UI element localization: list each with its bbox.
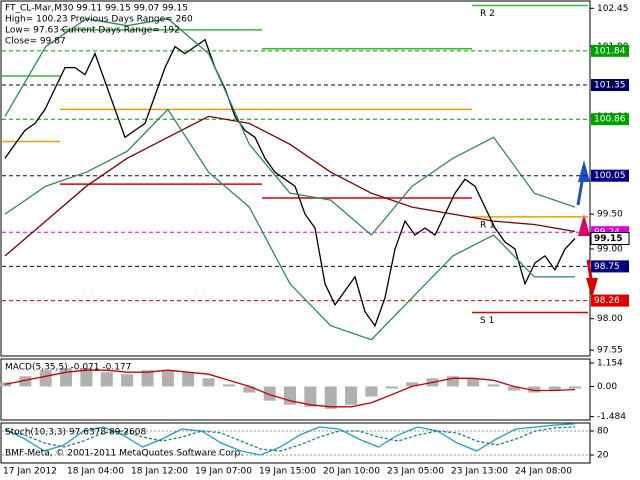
x-tick-label: 18 Jan 12:00: [131, 467, 188, 477]
current-price-tag: [590, 231, 630, 245]
level-label: 100.86: [594, 115, 626, 125]
level-tag: [591, 169, 629, 182]
macd-bar: [406, 382, 419, 387]
y-tick-label: 102.45: [597, 4, 629, 14]
macd-bar: [182, 372, 195, 387]
macd-bar: [304, 386, 317, 407]
level-label: 100.05: [594, 171, 626, 181]
x-tick-label: 23 Jan 05:00: [387, 467, 444, 477]
x-tick-label: 20 Jan 10:00: [323, 467, 380, 477]
macd-bar: [141, 370, 154, 387]
current-price: 99.15: [594, 234, 622, 244]
stoch-panel: [0, 422, 591, 464]
macd-signal: [4, 369, 576, 408]
y-tick-label: 98.00: [597, 314, 623, 324]
level-label: 98.75: [594, 262, 620, 272]
y-tick-label: 99.00: [597, 244, 623, 254]
indicator-line: [4, 108, 575, 341]
macd-bar: [202, 378, 215, 387]
macd-bar: [569, 386, 581, 389]
macd-bar: [100, 372, 113, 387]
y-tick-label: -1.484: [597, 412, 626, 422]
macd-bar: [365, 386, 378, 397]
macd-bar: [222, 384, 235, 387]
y-tick-label: 99.50: [597, 210, 623, 220]
level-label: 101.35: [594, 81, 626, 91]
macd-bar: [263, 386, 276, 401]
x-tick-label: 24 Jan 08:00: [515, 467, 572, 477]
arrow-down: [586, 278, 598, 298]
macd-bar: [324, 386, 337, 409]
panel-title: Stoch(10,3,3) 97.6378 89.2608: [5, 428, 146, 438]
macd-panel: [0, 358, 591, 421]
info-line: High= 100.23 Previous Days Range= 260: [5, 15, 193, 25]
x-tick-label: 19 Jan 15:00: [259, 467, 316, 477]
macd-bar: [507, 386, 520, 391]
macd-bar: [121, 374, 134, 387]
macd-bar: [446, 376, 459, 387]
indicator-line: [4, 18, 576, 236]
macd-bar: [161, 370, 174, 387]
macd-bar: [528, 386, 541, 393]
stoch-main: [4, 423, 576, 456]
info-line: Low= 97.63 Current Days Range= 192: [5, 26, 180, 36]
stoch-signal: [4, 426, 576, 452]
x-tick-label: 19 Jan 07:00: [195, 467, 252, 477]
arrow-down-shaft: [586, 259, 594, 286]
level-tag: [591, 294, 629, 307]
pivot-label: S 1: [480, 316, 494, 326]
x-tick-label: 17 Jan 2012: [3, 467, 57, 477]
x-tick-label: 18 Jan 04:00: [67, 467, 124, 477]
y-tick-label: 80: [597, 427, 609, 437]
macd-bar: [39, 370, 52, 387]
macd-bar: [487, 384, 500, 387]
pivot-label: R 2: [480, 9, 495, 19]
pivot-label: R 1: [480, 220, 495, 230]
x-tick-label: 23 Jan 13:00: [451, 467, 508, 477]
macd-bar: [60, 368, 73, 387]
macd-bar: [345, 386, 358, 405]
info-line: Close= 99.87: [5, 37, 66, 47]
macd-bar: [385, 386, 398, 389]
main-panel: [0, 0, 591, 357]
panel-title: MACD(5,35,5) -0.071 -0.177: [5, 363, 131, 373]
y-tick-label: 1.154: [597, 358, 623, 368]
y-tick-label: 20: [597, 451, 609, 461]
macd-bar: [548, 386, 561, 391]
level-label: 101.84: [594, 46, 626, 56]
level-label: 98.26: [594, 296, 620, 306]
y-tick-label: 0.00: [597, 382, 617, 392]
price-line: [4, 38, 576, 328]
level-tag: [591, 260, 629, 273]
macd-bar: [80, 368, 93, 387]
arrow-mid: [578, 214, 590, 236]
level-tag: [591, 44, 629, 57]
macd-bar: [243, 386, 256, 393]
macd-bar: [467, 378, 480, 387]
level-tag: [591, 113, 629, 126]
info-line: FT_CL-Mar,M30 99.11 99.15 99.07 99.15: [5, 4, 188, 14]
level-tag: [591, 79, 629, 92]
macd-bar: [19, 376, 32, 387]
y-tick-label: 97.55: [597, 346, 623, 356]
indicator-line: [4, 115, 576, 257]
copyright: BMF-Meta, © 2001-2011 MetaQuotes Softwar…: [5, 449, 243, 459]
